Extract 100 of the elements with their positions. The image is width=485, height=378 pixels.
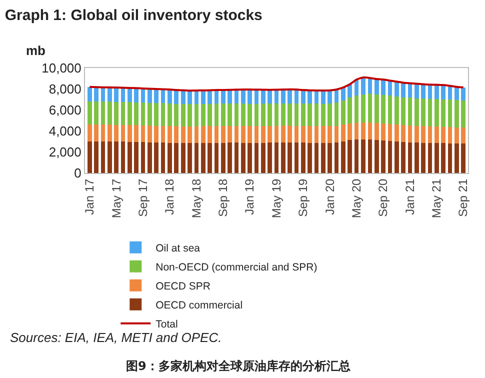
bar <box>134 88 139 102</box>
bar <box>354 122 359 140</box>
bar <box>401 142 406 173</box>
bar <box>421 84 426 98</box>
bar <box>180 126 186 144</box>
bar <box>288 126 292 142</box>
bar <box>381 80 386 95</box>
bar <box>461 87 466 100</box>
bar <box>414 126 419 143</box>
y-axis-title: mb <box>26 43 46 58</box>
y-tick-label: 4,000 <box>48 124 82 139</box>
bar <box>200 126 206 143</box>
bar <box>260 142 266 173</box>
bar <box>128 88 132 102</box>
bar <box>174 90 179 104</box>
bar <box>140 102 146 126</box>
bar <box>88 142 92 173</box>
bar <box>94 102 99 125</box>
bar <box>240 90 246 104</box>
bar <box>220 90 226 104</box>
bar <box>448 127 452 144</box>
bar <box>228 126 232 143</box>
bar <box>120 102 126 125</box>
bar <box>288 142 292 173</box>
bar <box>434 126 439 144</box>
bar <box>308 142 312 173</box>
bar <box>140 125 146 142</box>
bar <box>228 90 232 104</box>
bar <box>114 124 119 142</box>
bar <box>248 90 252 104</box>
bar <box>288 89 292 104</box>
bar <box>240 104 246 126</box>
bar <box>321 104 326 126</box>
bar <box>341 142 346 173</box>
bar <box>260 126 266 143</box>
bar <box>194 143 199 173</box>
y-tick-label: 6,000 <box>48 102 82 118</box>
bar <box>454 86 459 100</box>
bar <box>428 142 432 173</box>
legend-label: OECD SPR <box>156 280 211 292</box>
bar <box>281 126 286 142</box>
bar <box>180 90 186 104</box>
bar <box>388 95 392 124</box>
bar <box>268 126 272 143</box>
bar <box>408 126 412 142</box>
legend-label: Non-OECD (commercial and SPR) <box>156 261 318 274</box>
bar <box>354 95 359 123</box>
bar <box>268 90 272 104</box>
bar <box>348 97 352 124</box>
bar <box>248 126 252 143</box>
bar <box>394 82 399 96</box>
x-tick-label: Jan 20 <box>322 178 337 215</box>
bar <box>421 98 426 126</box>
bar <box>268 104 272 126</box>
bar <box>314 142 319 173</box>
bar <box>448 143 452 173</box>
bar <box>100 141 106 173</box>
bar <box>88 124 92 142</box>
bar <box>348 123 352 140</box>
source-note: Sources: EIA, IEA, METI and OPEC. <box>10 330 222 345</box>
x-tick-label: Sep 17 <box>136 178 150 217</box>
bar <box>240 126 246 143</box>
bar <box>328 90 332 104</box>
bar <box>308 104 312 126</box>
bar <box>260 90 266 104</box>
bar <box>220 142 226 173</box>
bar <box>301 126 306 143</box>
x-tick-label: Jan 17 <box>82 178 97 215</box>
bar <box>188 90 192 104</box>
bar <box>168 126 172 143</box>
bar <box>401 125 406 142</box>
bar <box>341 124 346 142</box>
bar <box>334 102 339 126</box>
bar <box>461 144 466 173</box>
bar <box>421 126 426 143</box>
bar <box>174 126 179 143</box>
bar <box>88 102 92 125</box>
bar <box>281 142 286 173</box>
bar <box>454 143 459 173</box>
bar <box>94 142 99 173</box>
bar <box>148 126 152 142</box>
bar <box>208 126 212 143</box>
bar <box>368 94 372 123</box>
bar <box>274 126 279 143</box>
bar <box>220 126 226 143</box>
x-tick-label: Sep 20 <box>376 178 390 217</box>
bar <box>408 142 412 173</box>
bar <box>348 84 352 98</box>
bar <box>274 142 279 173</box>
bar <box>200 90 206 104</box>
bar <box>108 102 112 125</box>
bar <box>154 142 159 173</box>
bar <box>394 124 399 142</box>
bar <box>414 142 419 173</box>
bar <box>100 102 106 125</box>
bar <box>294 126 299 143</box>
bar <box>388 140 392 173</box>
x-tick-label: Sep 19 <box>296 178 310 217</box>
bar <box>168 142 172 173</box>
bar <box>314 104 319 126</box>
